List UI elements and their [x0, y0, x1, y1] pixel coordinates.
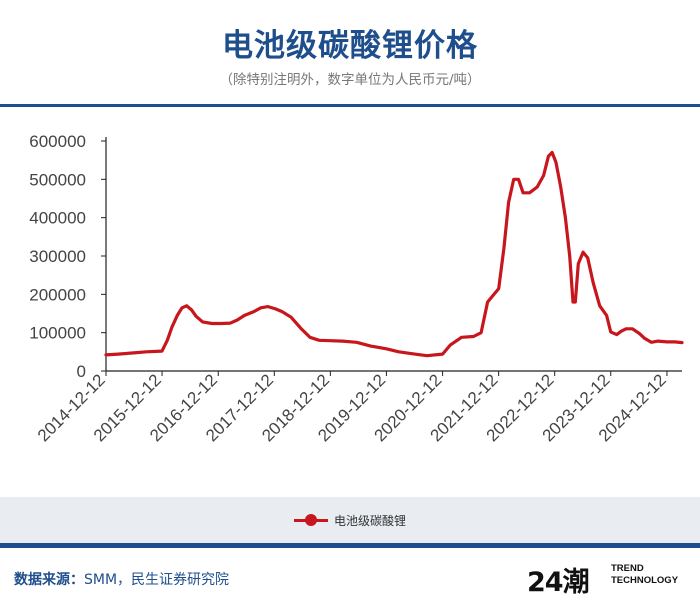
- logo-line-2: TECHNOLOGY: [611, 575, 679, 586]
- y-tick-label: 400000: [29, 209, 86, 228]
- legend-item: 电池级碳酸锂: [293, 512, 406, 529]
- y-tick-label: 300000: [29, 247, 86, 266]
- brand-logo: 24潮 TREND TECHNOLOGY: [527, 560, 697, 598]
- bottom-divider: [0, 543, 700, 548]
- logo-mark: 24潮: [527, 567, 590, 598]
- legend-label: 电池级碳酸锂: [333, 513, 406, 528]
- chart-title: 电池级碳酸锂价格: [222, 28, 478, 64]
- y-tick-label: 200000: [29, 285, 86, 304]
- legend-marker-icon: [293, 514, 328, 526]
- line-chart: 0100000200000300000400000500000600000201…: [29, 132, 684, 445]
- top-divider: [0, 104, 700, 107]
- y-tick-label: 600000: [29, 132, 86, 151]
- y-tick-label: 100000: [29, 324, 86, 343]
- y-tick-label: 0: [77, 362, 86, 381]
- y-tick-label: 500000: [29, 170, 86, 189]
- chart-subtitle: （除特别注明外，数字单位为人民币元/吨）: [219, 72, 481, 88]
- series-line: [104, 150, 684, 358]
- chart-area: 0 100000 200000 300000 400000 500000 600000 201…: [0, 107, 700, 497]
- source-note: 数据来源：SMM，民生证券研究院: [14, 569, 229, 589]
- legend: 电池级碳酸锂: [0, 497, 700, 543]
- logo-text: TREND TECHNOLOGY: [611, 563, 678, 587]
- source-text: SMM，民生证券研究院: [84, 572, 230, 588]
- source-label: 数据来源：: [14, 572, 84, 588]
- logo-line-1: TREND: [611, 563, 644, 574]
